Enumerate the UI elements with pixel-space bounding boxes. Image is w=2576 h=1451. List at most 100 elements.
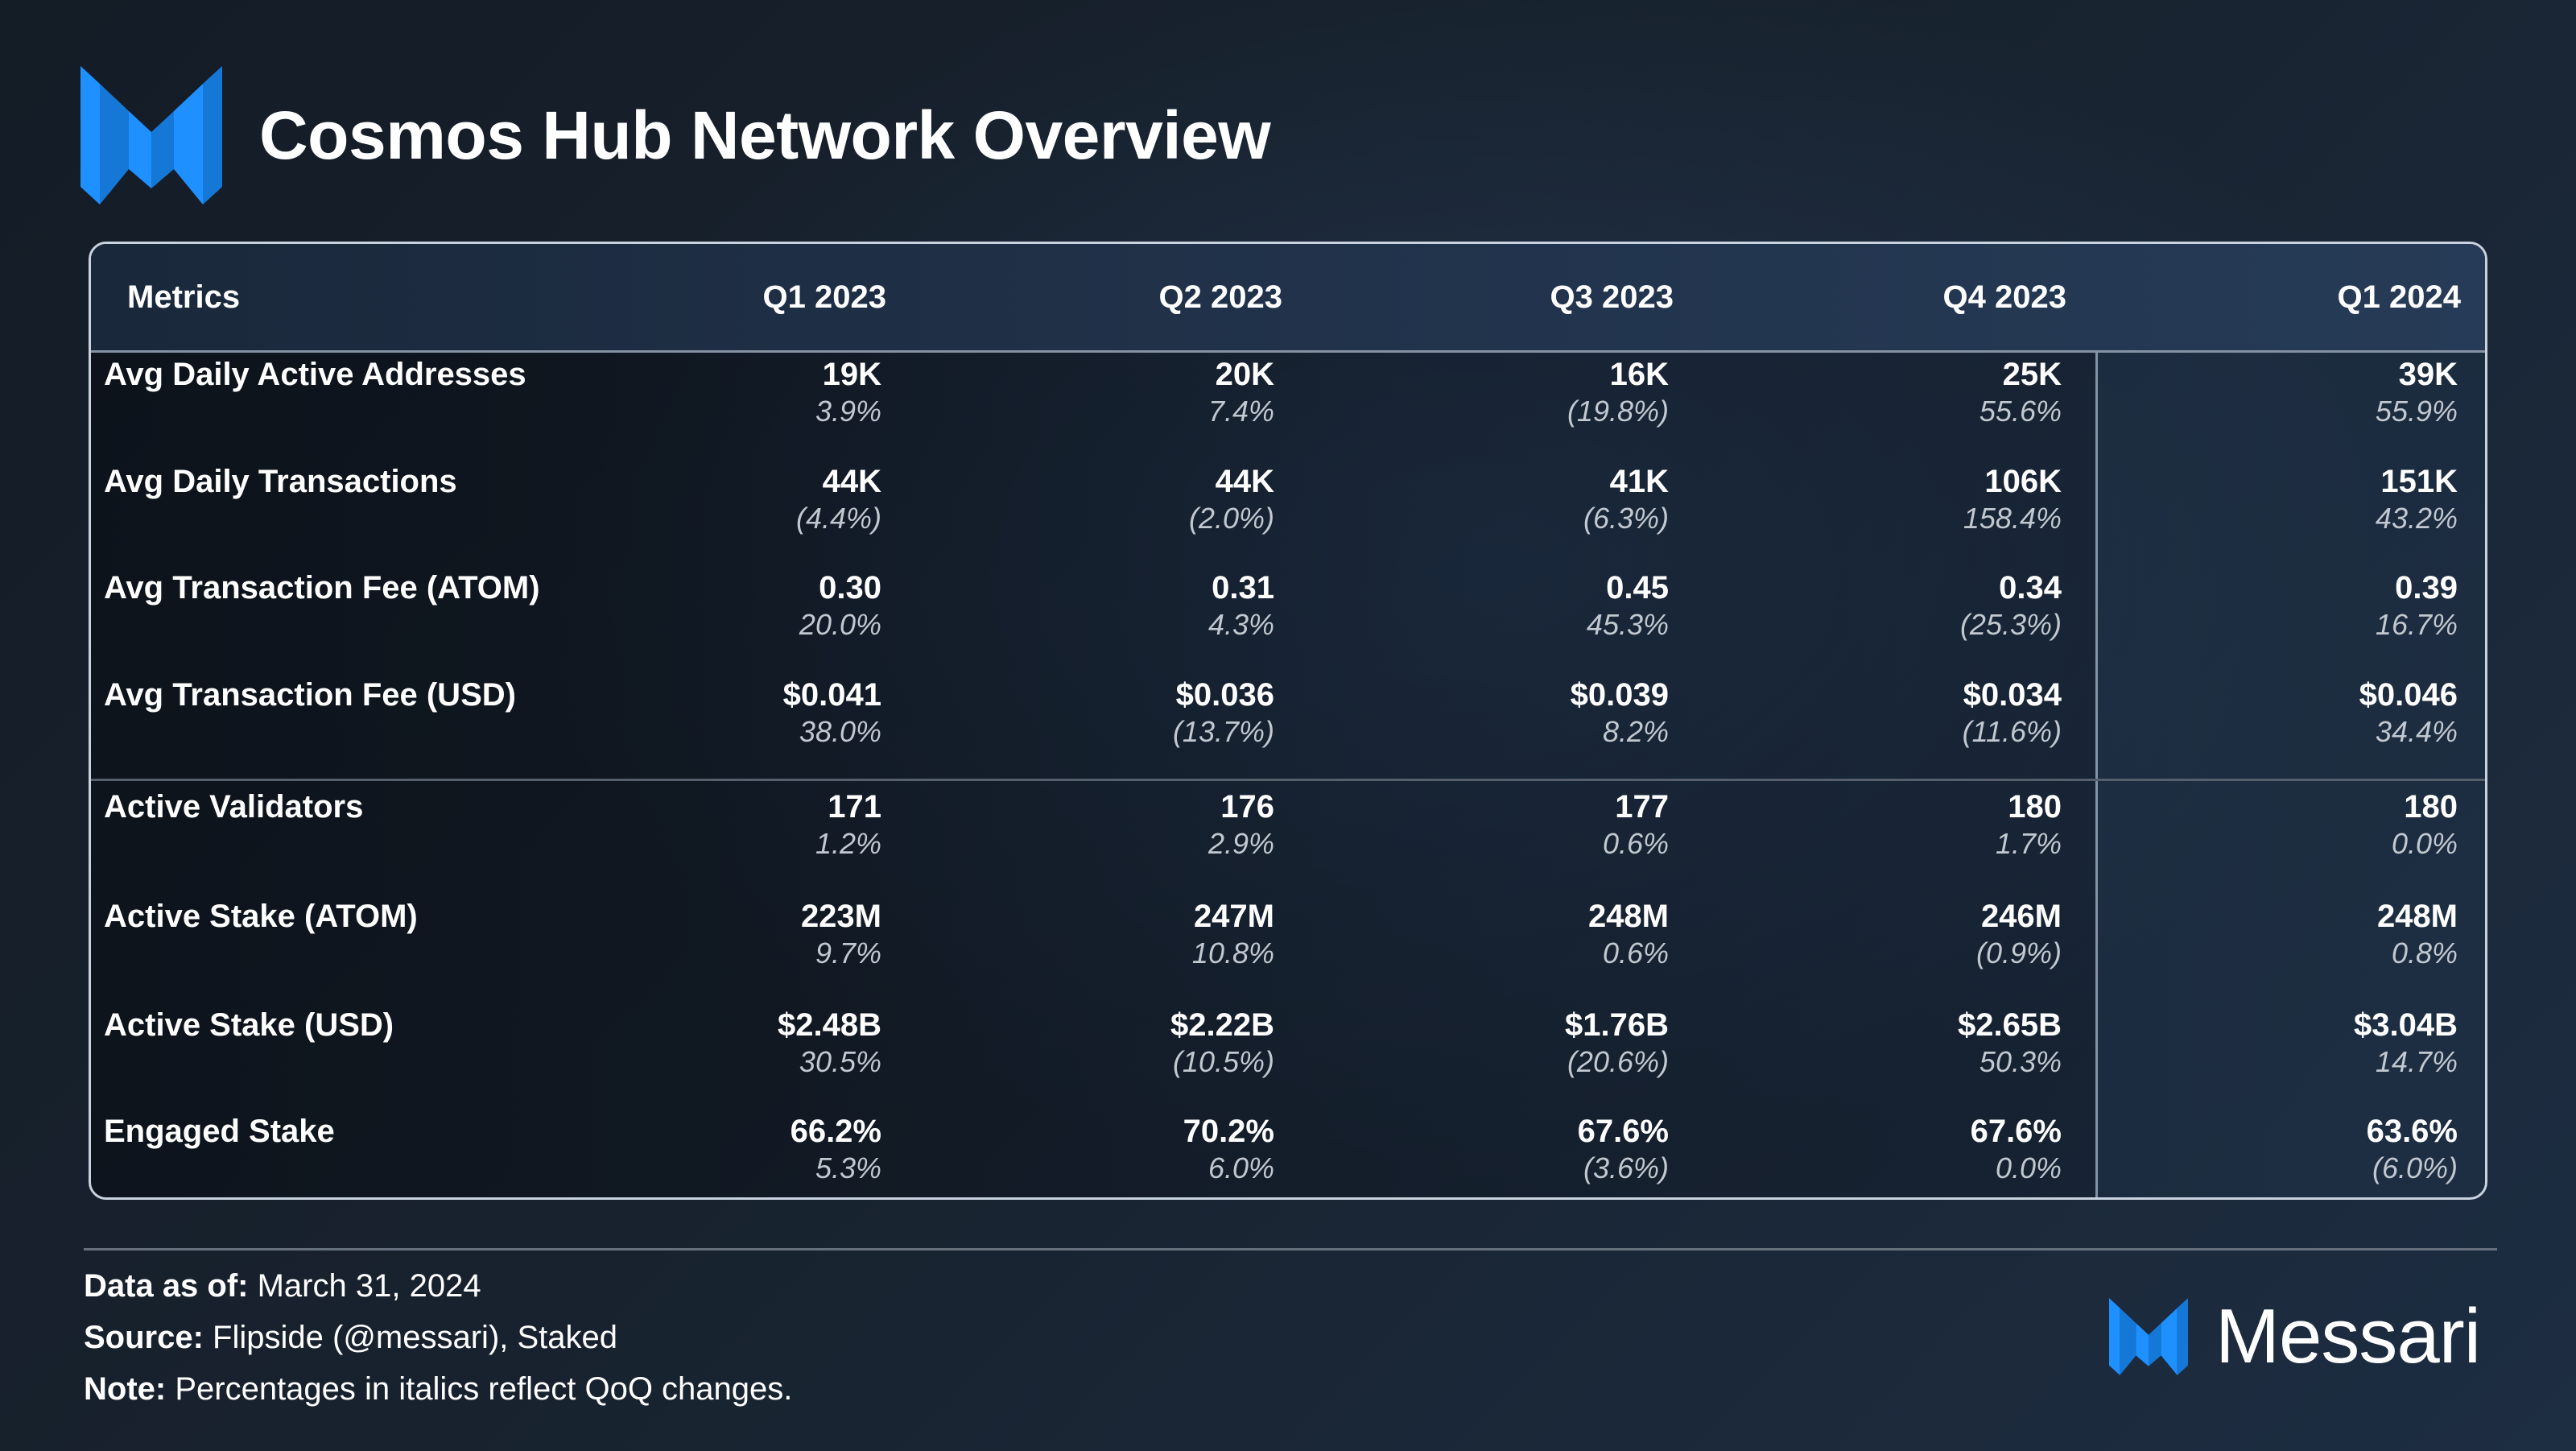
cell-qoq-change: 38.0% — [799, 715, 881, 748]
table-cell: 67.6% (3.6%) — [1427, 1114, 1669, 1185]
cell-qoq-change: (0.9%) — [1975, 936, 2062, 969]
cell-value: 223M — [800, 899, 881, 934]
messari-logo-icon — [80, 66, 222, 205]
table-cell: 246M (0.9%) — [1820, 899, 2062, 970]
metric-label: Active Stake (USD) — [104, 1007, 394, 1043]
cell-qoq-change: 4.3% — [1208, 608, 1274, 641]
cell-qoq-change: 0.0% — [2391, 827, 2458, 860]
cell-qoq-change: 3.9% — [815, 395, 881, 428]
metric-label: Engaged Stake — [104, 1114, 335, 1149]
table-row: Active Stake (ATOM) 223M 9.7% 247M 10.8% 248M… — [91, 899, 2485, 1003]
cell-qoq-change: 16.7% — [2375, 608, 2458, 641]
cell-qoq-change: 30.5% — [799, 1045, 881, 1078]
table-cell: 106K 158.4% — [1820, 464, 2062, 535]
table-cell: $2.48B 30.5% — [640, 1007, 881, 1079]
table-cell: 171 1.2% — [640, 789, 881, 861]
table-cell: 16K (19.8%) — [1427, 357, 1669, 428]
cell-qoq-change: 0.8% — [2391, 936, 2458, 969]
metric-label: Avg Transaction Fee (ATOM) — [104, 570, 540, 606]
table-grid: Metrics Q1 2023 Q2 2023 Q3 2023 Q4 2023 Q1 2… — [91, 244, 2485, 1197]
table-cell: 25K 55.6% — [1820, 357, 2062, 428]
cell-qoq-change: (6.3%) — [1583, 502, 1669, 535]
cell-value: 44K — [1215, 464, 1274, 499]
cell-qoq-change: 1.7% — [1995, 827, 2062, 860]
cell-value: 63.6% — [2366, 1114, 2458, 1149]
table-row: Avg Daily Transactions 44K (4.4%) 44K (2.0%)… — [91, 464, 2485, 568]
cell-value: 25K — [2002, 357, 2062, 392]
cell-value: 67.6% — [1970, 1114, 2062, 1149]
cell-value: 41K — [1609, 464, 1669, 499]
cell-qoq-change: 34.4% — [2375, 715, 2458, 748]
cell-qoq-change: (25.3%) — [1959, 608, 2062, 641]
cell-value: 248M — [2376, 899, 2458, 934]
cell-qoq-change: (13.7%) — [1172, 715, 1274, 748]
table-cell: $0.041 38.0% — [640, 677, 881, 749]
table-cell: 67.6% 0.0% — [1820, 1114, 2062, 1185]
table-cell: 20K 7.4% — [1033, 357, 1274, 428]
cell-qoq-change: 8.2% — [1602, 715, 1669, 748]
table-cell: 180 0.0% — [2216, 789, 2458, 861]
cell-value: 151K — [2380, 464, 2458, 499]
table-cell: 247M 10.8% — [1033, 899, 1274, 970]
table-cell: $0.036 (13.7%) — [1033, 677, 1274, 749]
cell-value: 39K — [2398, 357, 2458, 392]
table-cell: $0.034 (11.6%) — [1820, 677, 2062, 749]
cell-qoq-change: (2.0%) — [1188, 502, 1274, 535]
cell-qoq-change: (3.6%) — [1583, 1151, 1669, 1184]
cell-value: 16K — [1609, 357, 1669, 392]
cell-value: 0.34 — [1999, 570, 2062, 606]
cell-value: 176 — [1220, 789, 1274, 825]
cell-qoq-change: 55.6% — [1979, 395, 2062, 428]
cell-value: 0.45 — [1606, 570, 1669, 606]
cell-qoq-change: (4.4%) — [795, 502, 881, 535]
table-row: Active Validators 171 1.2% 176 2.9% 177 0.6% 18… — [91, 789, 2485, 894]
cell-value: 106K — [1984, 464, 2062, 499]
cell-qoq-change: 5.3% — [815, 1151, 881, 1184]
table-cell: 180 1.7% — [1820, 789, 2062, 861]
table-cell: 0.39 16.7% — [2216, 570, 2458, 642]
table-cell: $2.65B 50.3% — [1820, 1007, 2062, 1079]
cell-qoq-change: 6.0% — [1208, 1151, 1274, 1184]
metrics-table: Metrics Q1 2023 Q2 2023 Q3 2023 Q4 2023 Q1 2… — [89, 242, 2487, 1200]
cell-qoq-change: (10.5%) — [1172, 1045, 1274, 1078]
brand-logo: Messari — [2109, 1293, 2481, 1379]
brand-name: Messari — [2215, 1293, 2481, 1379]
table-cell: 223M 9.7% — [640, 899, 881, 970]
cell-qoq-change: 50.3% — [1979, 1045, 2062, 1078]
cell-qoq-change: 158.4% — [1963, 502, 2062, 535]
page-title: Cosmos Hub Network Overview — [259, 97, 1271, 173]
cell-qoq-change: (11.6%) — [1962, 715, 2062, 748]
footer-notes: Data as of: March 31, 2024 Source: Flips… — [84, 1260, 792, 1415]
header: Cosmos Hub Network Overview — [80, 66, 1271, 205]
cell-qoq-change: 7.4% — [1208, 395, 1274, 428]
table-cell: 41K (6.3%) — [1427, 464, 1669, 535]
cell-qoq-change: (19.8%) — [1567, 395, 1669, 428]
cell-value: $2.48B — [778, 1007, 881, 1043]
cell-value: 180 — [2404, 789, 2458, 825]
table-header-row: Metrics Q1 2023 Q2 2023 Q3 2023 Q4 2023 Q1 2… — [91, 244, 2485, 353]
table-row: Engaged Stake 66.2% 5.3% 70.2% 6.0% 67.6% (3.6… — [91, 1114, 2485, 1197]
cell-value: $2.65B — [1958, 1007, 2062, 1043]
metric-label: Active Stake (ATOM) — [104, 899, 418, 934]
cell-value: 247M — [1193, 899, 1274, 934]
cell-value: 20K — [1215, 357, 1274, 392]
table-cell: 63.6% (6.0%) — [2216, 1114, 2458, 1185]
data-as-of: Data as of: March 31, 2024 — [84, 1268, 481, 1304]
cell-qoq-change: 0.0% — [1995, 1151, 2062, 1184]
table-row: Avg Transaction Fee (ATOM) 0.30 20.0% 0.31 4… — [91, 570, 2485, 675]
cell-value: $1.76B — [1565, 1007, 1669, 1043]
metric-label: Avg Daily Transactions — [104, 464, 457, 499]
cell-qoq-change: 10.8% — [1191, 936, 1274, 969]
table-row: Avg Daily Active Addresses 19K 3.9% 20K 7.4%… — [91, 357, 2485, 461]
cell-value: 70.2% — [1183, 1114, 1274, 1149]
metric-label: Active Validators — [104, 789, 364, 825]
header-q3-2023: Q3 2023 — [1550, 279, 1674, 315]
cell-value: $0.036 — [1175, 677, 1274, 713]
table-cell: 44K (2.0%) — [1033, 464, 1274, 535]
cell-value: 180 — [2008, 789, 2062, 825]
cell-value: 0.31 — [1212, 570, 1274, 606]
cell-qoq-change: 14.7% — [2375, 1045, 2458, 1078]
table-cell: 0.30 20.0% — [640, 570, 881, 642]
cell-value: 44K — [822, 464, 881, 499]
header-q2-2023: Q2 2023 — [1158, 279, 1282, 315]
